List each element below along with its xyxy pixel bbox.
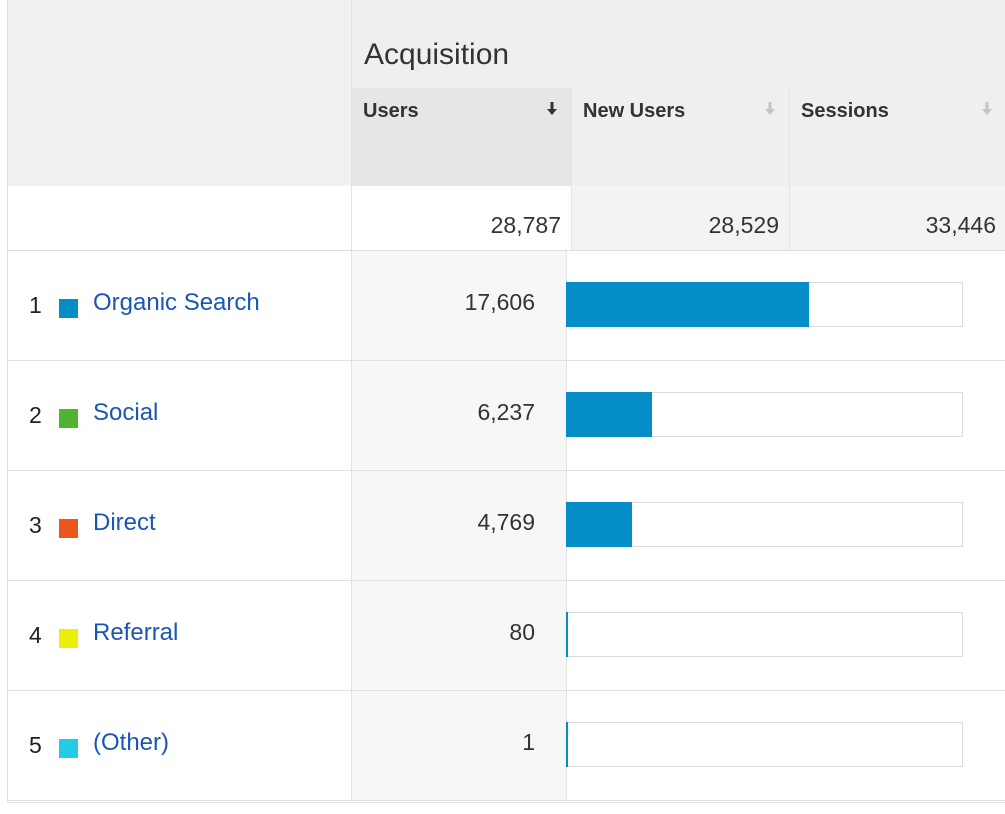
- channel-link-organic-search[interactable]: Organic Search: [93, 289, 260, 316]
- users-value: 1: [522, 729, 535, 755]
- share-bar-track: [566, 502, 963, 547]
- users-value: 6,237: [477, 399, 535, 425]
- channel-color-swatch: [59, 409, 78, 428]
- row-index: 2: [29, 402, 42, 428]
- new-users-column-label: New Users: [583, 100, 686, 122]
- users-column-header[interactable]: Users: [351, 88, 572, 186]
- channel-cell: 2 Social: [8, 361, 351, 470]
- table-row: 2 Social 6,237: [8, 361, 1005, 471]
- table-row: 4 Referral 80: [8, 581, 1005, 691]
- column-group-header: Acquisition: [8, 0, 1005, 89]
- channel-link-social[interactable]: Social: [93, 399, 159, 426]
- channel-link-direct[interactable]: Direct: [93, 509, 156, 536]
- new-users-total-cell: 28,529: [571, 186, 790, 250]
- users-share-bar-cell: [566, 251, 1005, 360]
- sessions-total: 33,446: [925, 212, 996, 238]
- sessions-column-label: Sessions: [801, 100, 889, 122]
- channel-color-swatch: [59, 629, 78, 648]
- channel-color-swatch: [59, 739, 78, 758]
- users-value-cell: 6,237: [351, 361, 567, 470]
- sort-down-arrow-faded-icon[interactable]: [981, 100, 993, 118]
- acquisition-group-title: Acquisition: [364, 38, 510, 71]
- users-value: 80: [509, 619, 535, 645]
- users-value-cell: 4,769: [351, 471, 567, 580]
- table-row: 5 (Other) 1: [8, 691, 1005, 801]
- channel-link-other[interactable]: (Other): [93, 729, 170, 756]
- share-bar-fill: [566, 612, 568, 657]
- share-bar-track: [566, 722, 963, 767]
- sessions-column-header[interactable]: Sessions: [789, 88, 1005, 186]
- row-index: 1: [29, 292, 42, 318]
- channel-color-swatch: [59, 299, 78, 318]
- users-value-cell: 17,606: [351, 251, 567, 360]
- share-bar-fill: [566, 502, 632, 547]
- users-value-cell: 80: [351, 581, 567, 690]
- share-bar-fill: [566, 392, 652, 437]
- new-users-total: 28,529: [708, 212, 779, 238]
- channel-cell: 3 Direct: [8, 471, 351, 580]
- row-index: 4: [29, 622, 42, 648]
- users-share-bar-cell: [566, 361, 1005, 470]
- users-share-bar-cell: [566, 691, 1005, 800]
- share-bar-track: [566, 612, 963, 657]
- dimension-header-blank: [8, 0, 351, 88]
- sort-down-arrow-icon[interactable]: [546, 100, 558, 118]
- users-total: 28,787: [490, 212, 561, 238]
- column-header-row: Users New Users Sessions: [8, 88, 1005, 186]
- users-share-bar-cell: [566, 471, 1005, 580]
- channel-link-referral[interactable]: Referral: [93, 619, 179, 646]
- acquisition-report-table: Acquisition Users New Users Sessions: [7, 0, 1005, 803]
- share-bar-fill: [566, 722, 568, 767]
- channel-cell: 5 (Other): [8, 691, 351, 800]
- totals-row: 28,787 28,529 33,446: [8, 186, 1005, 251]
- channel-color-swatch: [59, 519, 78, 538]
- users-share-bar-cell: [566, 581, 1005, 690]
- users-value-cell: 1: [351, 691, 567, 800]
- channel-cell: 4 Referral: [8, 581, 351, 690]
- acquisition-group-header: Acquisition: [351, 0, 1005, 88]
- sort-down-arrow-faded-icon[interactable]: [764, 100, 776, 118]
- users-total-cell: 28,787: [351, 186, 572, 250]
- channel-cell: 1 Organic Search: [8, 251, 351, 360]
- sessions-total-cell: 33,446: [789, 186, 1005, 250]
- share-bar-fill: [566, 282, 809, 327]
- row-index: 3: [29, 512, 42, 538]
- table-row: 1 Organic Search 17,606: [8, 251, 1005, 361]
- users-value: 17,606: [464, 289, 535, 315]
- users-value: 4,769: [477, 509, 535, 535]
- users-column-label: Users: [363, 100, 419, 122]
- table-row: 3 Direct 4,769: [8, 471, 1005, 581]
- row-index: 5: [29, 732, 42, 758]
- new-users-column-header[interactable]: New Users: [571, 88, 790, 186]
